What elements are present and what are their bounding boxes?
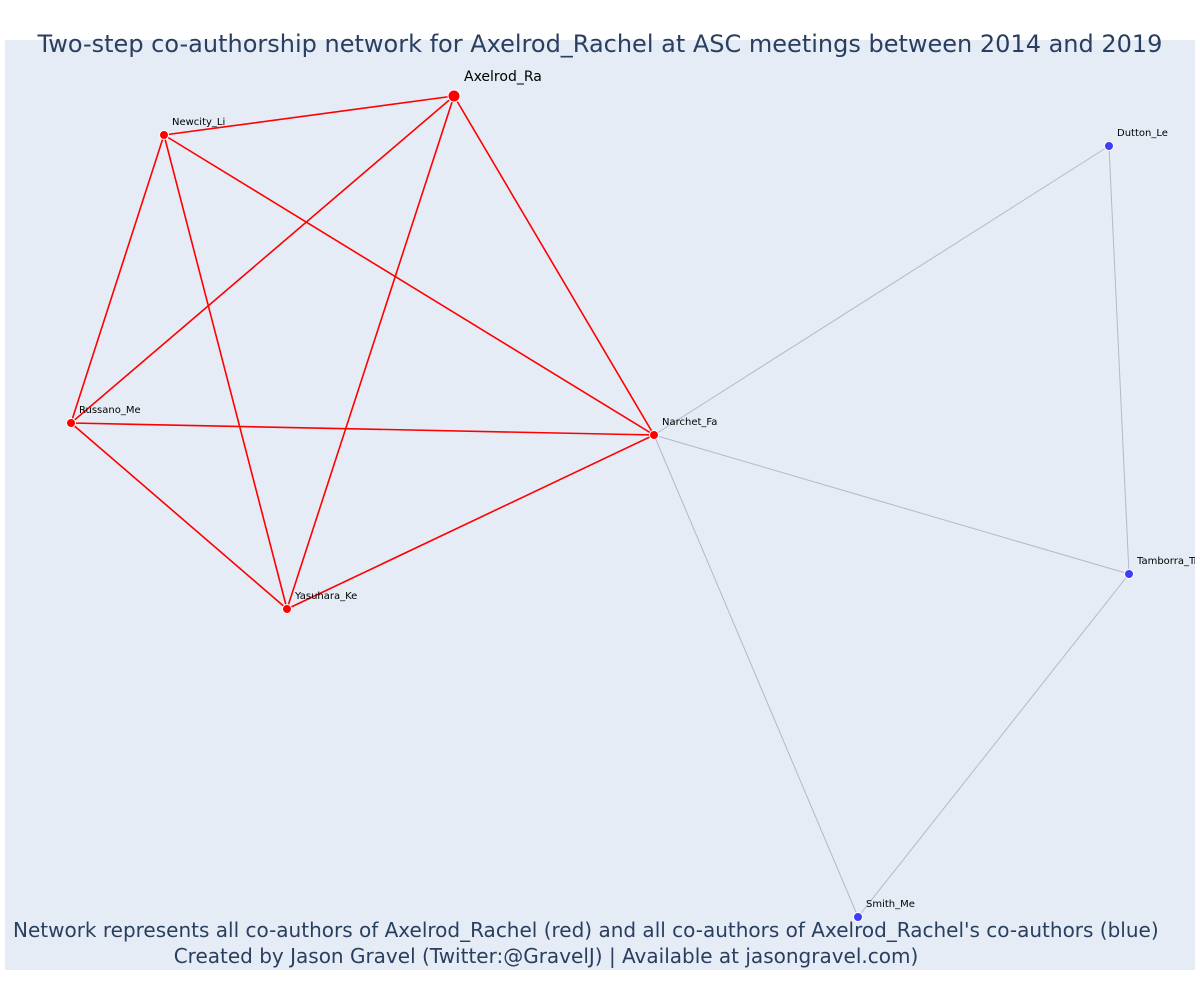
node-marker[interactable] xyxy=(447,89,461,103)
caption-line-1: Network represents all co-authors of Axe… xyxy=(13,918,1159,942)
node-Narchet_Fa[interactable]: Narchet_Fa xyxy=(649,417,718,440)
node-label: Narchet_Fa xyxy=(662,417,717,428)
node-label: Yasuhara_Ke xyxy=(294,591,357,602)
edge-Narchet_Fa-Tamborra_Tr xyxy=(653,434,1130,575)
edge-Tamborra_Tr-Smith_Me xyxy=(857,573,1130,918)
node-marker[interactable] xyxy=(1104,141,1114,151)
edge-Axelrod_Ra-Narchet_Fa xyxy=(453,95,655,436)
node-marker[interactable] xyxy=(66,418,76,428)
node-Yasuhara_Ke[interactable]: Yasuhara_Ke xyxy=(282,591,358,614)
chart-title: Two-step co-authorship network for Axelr… xyxy=(37,30,1163,58)
node-Dutton_Le[interactable]: Dutton_Le xyxy=(1104,128,1168,151)
edge-Narchet_Fa-Smith_Me xyxy=(653,434,859,918)
node-label: Russano_Me xyxy=(79,405,141,416)
node-Axelrod_Ra[interactable]: Axelrod_Ra xyxy=(447,69,542,103)
node-marker[interactable] xyxy=(649,430,659,440)
node-Newcity_Li[interactable]: Newcity_Li xyxy=(159,117,226,140)
edge-Newcity_Li-Narchet_Fa xyxy=(163,134,655,436)
node-marker[interactable] xyxy=(853,912,863,922)
edge-Axelrod_Ra-Yasuhara_Ke xyxy=(286,95,455,610)
node-marker[interactable] xyxy=(1124,569,1134,579)
edge-Russano_Me-Narchet_Fa xyxy=(70,422,655,436)
node-Russano_Me[interactable]: Russano_Me xyxy=(66,405,141,428)
node-label: Newcity_Li xyxy=(172,117,225,128)
node-marker[interactable] xyxy=(282,604,292,614)
node-label: Axelrod_Ra xyxy=(464,69,542,85)
node-label: Smith_Me xyxy=(866,899,915,910)
edge-Yasuhara_Ke-Narchet_Fa xyxy=(286,434,655,610)
node-marker[interactable] xyxy=(159,130,169,140)
edge-Dutton_Le-Tamborra_Tr xyxy=(1108,145,1130,575)
edge-Axelrod_Ra-Newcity_Li xyxy=(163,95,455,136)
node-label: Tamborra_Tr xyxy=(1136,556,1199,567)
caption-line-2: Created by Jason Gravel (Twitter:@Gravel… xyxy=(173,944,919,968)
nodes-layer: Axelrod_Ra Newcity_Li Russano_Me Yasuhara_K… xyxy=(66,69,1199,922)
node-label: Dutton_Le xyxy=(1117,128,1168,139)
edge-Narchet_Fa-Dutton_Le xyxy=(653,145,1110,436)
node-Smith_Me[interactable]: Smith_Me xyxy=(853,899,915,922)
edge-Newcity_Li-Yasuhara_Ke xyxy=(163,134,288,610)
edge-Newcity_Li-Russano_Me xyxy=(70,134,165,424)
plot-background xyxy=(5,40,1195,970)
edges-layer xyxy=(70,95,1130,918)
edge-Axelrod_Ra-Russano_Me xyxy=(70,95,455,424)
edge-Russano_Me-Yasuhara_Ke xyxy=(70,422,288,610)
node-Tamborra_Tr[interactable]: Tamborra_Tr xyxy=(1124,556,1199,579)
